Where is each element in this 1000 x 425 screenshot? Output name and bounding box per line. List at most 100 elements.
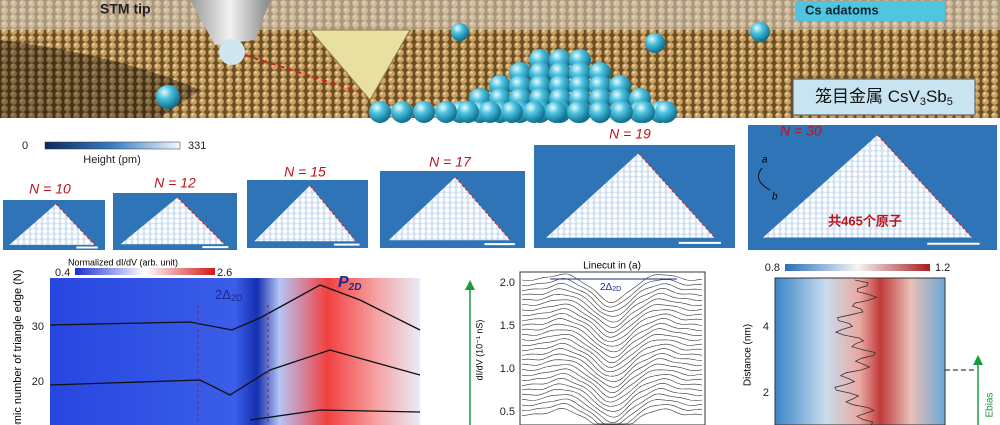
- adatom: [567, 101, 589, 123]
- contour: [49, 284, 421, 331]
- edge-arrow: [638, 152, 716, 239]
- t: 3: [920, 96, 926, 108]
- cb-left: [75, 268, 215, 275]
- ytick: 0.5: [500, 406, 515, 418]
- linecut: [521, 393, 703, 424]
- linecut: [522, 358, 703, 388]
- ylabel-left: omic number of triangle edge (N): [12, 270, 24, 425]
- t: Sb: [926, 87, 947, 106]
- n-label: N = 10: [29, 181, 71, 197]
- ytick: 4: [763, 321, 769, 333]
- edge-arrow: [177, 197, 225, 245]
- cb-right-max: 1.2: [935, 262, 950, 274]
- ytick: 30: [32, 321, 44, 333]
- linecut: [521, 278, 703, 308]
- height-colorbar: [44, 141, 181, 150]
- adatoms: [156, 22, 770, 123]
- edge-arrow: [455, 176, 511, 241]
- linecut: [521, 363, 703, 394]
- linecut: [521, 352, 703, 382]
- stm-tip: [190, 0, 270, 45]
- gap-mid: 2Δ2D: [600, 282, 621, 293]
- triangle-island: [308, 29, 411, 101]
- triangle: [388, 177, 511, 241]
- ylabel-mid: dI/dV (10⁻¹ nS): [474, 320, 484, 381]
- t: 2D: [231, 293, 243, 303]
- adatom: [523, 101, 545, 123]
- adatom: [645, 33, 665, 53]
- ytick: 2: [763, 387, 769, 399]
- linecut: [521, 348, 703, 377]
- tip-atom: [219, 39, 245, 65]
- cs-box: [795, 1, 945, 21]
- arrow-head: [465, 280, 475, 290]
- t: 2D: [348, 282, 362, 293]
- linecut: [521, 303, 703, 334]
- dir-a: a: [762, 155, 768, 166]
- linecut: [521, 407, 703, 425]
- edge-arrow: [55, 203, 96, 246]
- adatom: [435, 101, 457, 123]
- n-label: N = 30: [780, 123, 822, 139]
- linecut: [521, 338, 703, 368]
- t: 笼目金属 CsV: [815, 87, 920, 106]
- linecut: [521, 333, 703, 364]
- cs-label: Cs adatoms: [805, 2, 879, 17]
- linecut: [521, 293, 702, 323]
- linecut: [521, 368, 703, 398]
- t: 2Δ: [600, 282, 613, 293]
- cb-left-min: 0.4: [55, 267, 70, 279]
- triangle: [120, 197, 225, 245]
- ytick: 2.0: [500, 277, 515, 289]
- stm-label: STM tip: [100, 1, 151, 17]
- adatom: [611, 101, 633, 123]
- cb-max: 331: [188, 140, 206, 152]
- ytick: 1.5: [500, 320, 515, 332]
- adatom: [545, 101, 567, 123]
- map-right: [774, 277, 946, 425]
- adatom: [156, 85, 180, 109]
- linecut: [521, 282, 703, 312]
- t: 2D: [612, 286, 621, 293]
- contour: [249, 409, 421, 421]
- material-box: [792, 78, 976, 116]
- t: P: [338, 274, 349, 291]
- linecut: [521, 318, 703, 347]
- peak-label: P2D: [338, 274, 361, 292]
- linecut: [521, 343, 703, 373]
- adatom: [457, 101, 479, 123]
- dir-arrow: [757, 167, 771, 191]
- dir-b: b: [772, 192, 778, 203]
- mid-title: Linecut in (a): [583, 261, 641, 272]
- gap-label: 2Δ2D: [215, 287, 243, 303]
- triangle: [762, 135, 973, 238]
- map-left: [50, 278, 420, 425]
- adatom: [413, 101, 435, 123]
- cb-right: [785, 264, 930, 271]
- edge-arrow: [309, 185, 357, 242]
- ytick: 1.0: [500, 363, 515, 375]
- adatom: [501, 101, 523, 123]
- linecut: [521, 287, 703, 317]
- cb-right-min: 0.8: [765, 262, 780, 274]
- cb-label: Height (pm): [83, 154, 140, 166]
- adatom: [750, 22, 770, 42]
- linecut: [521, 328, 703, 358]
- atom-count: 共465个原子: [828, 213, 902, 228]
- triangle: [546, 153, 715, 238]
- edge-arrow: [877, 134, 973, 238]
- linecut: [521, 388, 703, 418]
- triangle: [254, 185, 356, 242]
- ytick: 20: [32, 376, 44, 388]
- linecut: [521, 323, 703, 353]
- panels: N = 10 N = 12 N = 15 N = 17 N = 19 N = 30 a b 共4…: [3, 123, 997, 250]
- adatom: [589, 101, 611, 123]
- t: 2Δ: [215, 287, 231, 302]
- triangle: [9, 204, 95, 245]
- n-label: N = 17: [429, 154, 472, 170]
- linecut: [521, 308, 702, 338]
- shadow: [0, 40, 200, 118]
- n-label: N = 15: [284, 164, 326, 180]
